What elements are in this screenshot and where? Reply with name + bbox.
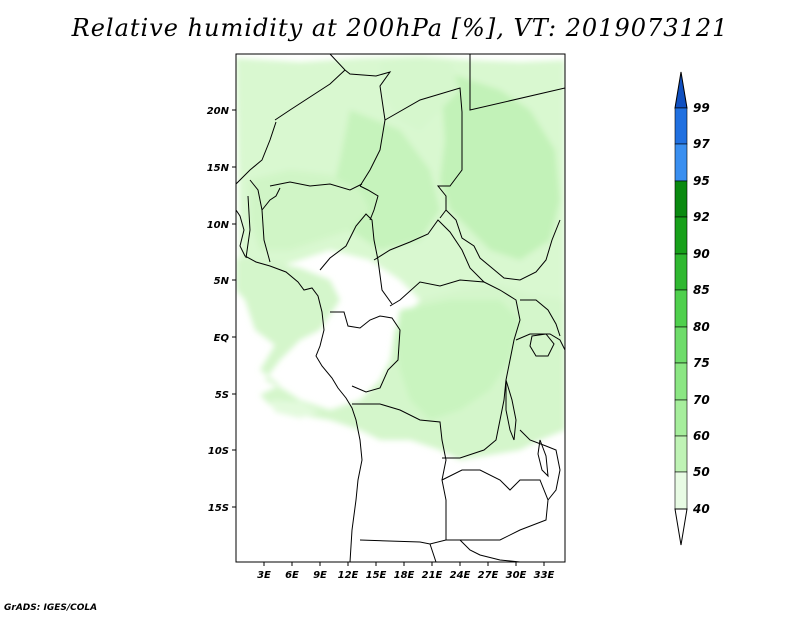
lake-victoria xyxy=(529,333,555,357)
humidity-region-upper-west xyxy=(250,170,370,250)
lon-axis: 3E 6E 9E 12E 15E 18E 21E 24E 27E 30E 33E xyxy=(257,562,555,581)
coast-east-bottom xyxy=(429,543,437,562)
colorbar-swatch-70-75 xyxy=(674,362,688,401)
colorbar-label-97: 97 xyxy=(693,137,710,151)
humidity-region-east-high xyxy=(440,70,560,260)
border-mali xyxy=(236,121,277,185)
colorbar-swatch-60-70 xyxy=(674,399,688,437)
lon-tick-12e: 12E xyxy=(338,570,359,581)
lon-tick-15e: 15E xyxy=(366,570,387,581)
border-uganda-kenya xyxy=(520,299,561,337)
border-mali-niger xyxy=(274,69,346,121)
lat-axis: 20N 15N 10N 5N EQ 5S 10S 15S xyxy=(207,106,236,514)
humidity-region-far-north xyxy=(380,60,460,130)
map-title: Relative humidity at 200hPa [%], VT: 201… xyxy=(71,14,729,42)
lat-tick-5n: 5N xyxy=(214,276,230,287)
lon-tick-24e: 24E xyxy=(450,570,471,581)
lon-tick-6e: 6E xyxy=(285,570,299,581)
lat-tick-5s: 5S xyxy=(215,390,229,401)
lake-tanganyika xyxy=(505,379,517,441)
border-algeria-libya xyxy=(329,54,392,187)
colorbar-swatch-80-85 xyxy=(674,289,688,328)
colorbar-label-60: 60 xyxy=(693,429,710,443)
colorbar-label-40: 40 xyxy=(692,502,710,516)
border-libya-chad xyxy=(384,87,463,219)
colorbar-label-75: 75 xyxy=(693,356,710,370)
colorbar-swatch-40-50 xyxy=(674,471,688,510)
colorbar-swatch-50-60 xyxy=(674,435,688,473)
border-mozambique xyxy=(519,429,561,501)
colorbar-label-80: 80 xyxy=(693,320,710,334)
lat-tick-15n: 15N xyxy=(207,163,230,174)
border-nigeria-benin xyxy=(261,187,281,211)
border-ghana xyxy=(245,195,251,259)
lat-tick-20n: 20N xyxy=(207,106,230,117)
colorbar-swatch-75-80 xyxy=(674,326,688,364)
colorbar-label-92: 92 xyxy=(693,210,710,224)
border-nigeria-cameroon xyxy=(319,213,393,305)
lon-tick-18e: 18E xyxy=(394,570,415,581)
border-niger-chad xyxy=(359,185,379,221)
colorbar-swatch-90-92 xyxy=(674,216,688,255)
colorbar-label-50: 50 xyxy=(693,465,710,479)
border-drc-east xyxy=(442,281,521,459)
humidity-region-basin xyxy=(395,300,520,420)
colorbar-swatch-95-97 xyxy=(674,143,688,182)
colorbar-bottom-arrow xyxy=(674,508,688,546)
grads-credit: GrADS: IGES/COLA xyxy=(4,603,98,613)
lon-tick-27e: 27E xyxy=(478,570,499,581)
country-borders xyxy=(236,54,565,562)
map-frame xyxy=(235,53,566,563)
border-congo xyxy=(330,311,401,393)
colorbar-swatch-92-95 xyxy=(674,180,688,218)
border-sudan-chad xyxy=(445,209,561,281)
lat-tick-10s: 10S xyxy=(208,446,229,457)
border-nigeria-niger xyxy=(269,181,363,191)
border-car xyxy=(373,219,486,307)
colorbar-label-95: 95 xyxy=(693,174,710,188)
border-zambia xyxy=(441,469,549,541)
humidity-region-southwest xyxy=(270,400,320,418)
lake-malawi xyxy=(537,439,549,478)
colorbar-swatch-85-90 xyxy=(674,253,688,291)
colorbar-swatch-97-99 xyxy=(674,107,688,145)
lat-tick-10n: 10N xyxy=(207,220,230,231)
border-tanzania xyxy=(515,333,565,351)
lat-tick-15s: 15S xyxy=(208,503,229,514)
humidity-field xyxy=(236,56,565,460)
colorbar-label-70: 70 xyxy=(693,393,710,407)
lon-tick-21e: 21E xyxy=(422,570,443,581)
colorbar: 99 97 95 92 90 85 80 75 70 60 50 40 xyxy=(674,71,710,546)
lon-tick-30e: 30E xyxy=(506,570,527,581)
lon-tick-33e: 33E xyxy=(534,570,555,581)
colorbar-label-99: 99 xyxy=(693,101,710,115)
border-south xyxy=(459,539,521,562)
coastline xyxy=(236,209,363,562)
border-egypt-sudan xyxy=(469,54,565,111)
colorbar-top-arrow xyxy=(674,71,688,109)
colorbar-label-85: 85 xyxy=(693,283,710,297)
lon-tick-9e: 9E xyxy=(313,570,327,581)
lat-tick-eq: EQ xyxy=(214,333,230,344)
lon-tick-3e: 3E xyxy=(257,570,271,581)
colorbar-label-90: 90 xyxy=(693,247,710,261)
